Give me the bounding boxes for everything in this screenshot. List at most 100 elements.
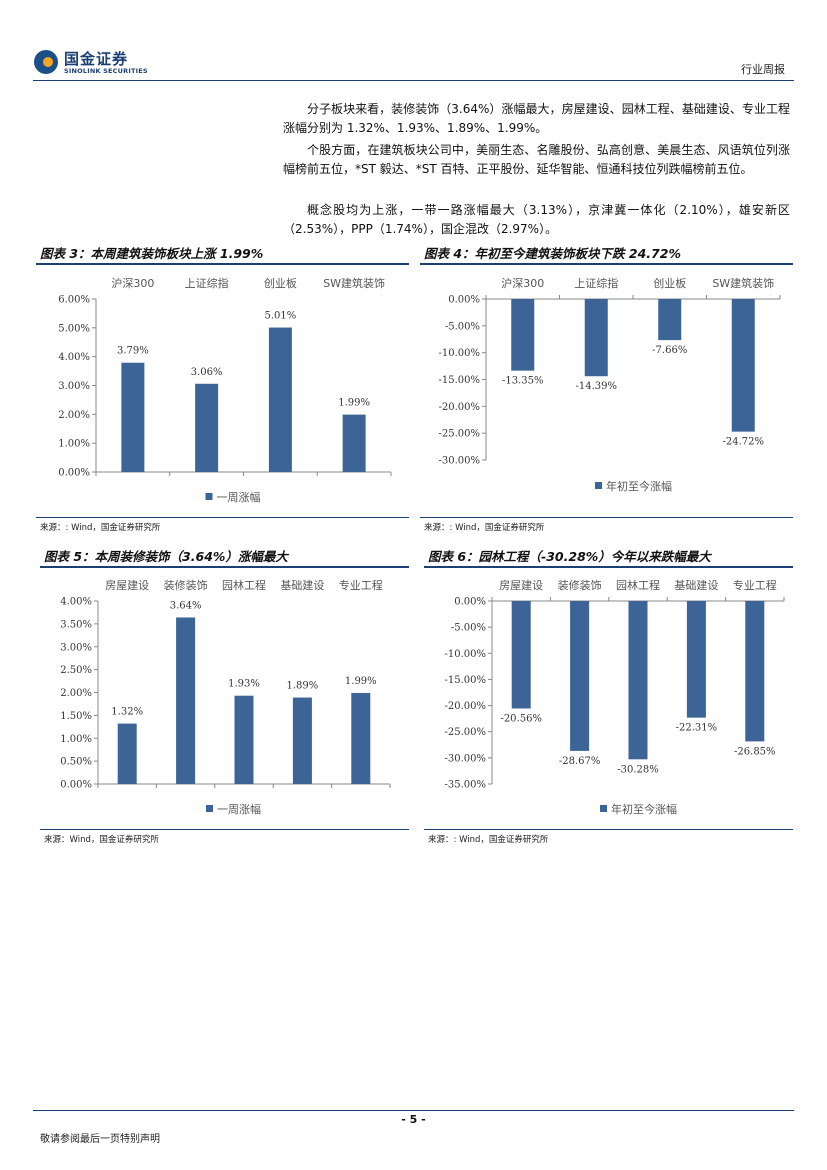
bar [628,601,648,760]
data-label: -14.39% [575,381,617,392]
data-label: -24.72% [722,437,764,448]
bar [195,383,219,472]
legend-label: 年初至今涨幅 [611,802,677,816]
category-label: 园林工程 [222,578,266,592]
category-label: 园林工程 [616,578,660,592]
legend-swatch [600,805,607,812]
legend-swatch [206,805,213,812]
legend-label: 年初至今涨幅 [606,479,672,493]
figure-4-top-rule [420,263,793,265]
category-label: 装修装饰 [164,578,208,592]
paragraph-concepts: 概念股均为上涨，一带一路涨幅最大（3.13%），京津冀一体化（2.10%），雄安… [283,203,790,236]
y-tick-label: -20.00% [438,402,480,413]
y-tick-label: -20.00% [444,701,486,712]
bar [292,697,312,784]
y-tick-label: -5.00% [451,623,486,634]
legend-label: 一周涨幅 [217,491,261,504]
figure-6-top-rule [424,566,793,568]
data-label: 1.93% [228,679,260,690]
category-label: 装修装饰 [558,578,602,592]
bar [268,327,292,472]
y-tick-label: -5.00% [445,321,480,332]
y-tick-label: 3.00% [58,381,90,392]
bar [176,617,196,784]
y-tick-label: -30.00% [444,753,486,764]
data-label: -22.31% [676,723,718,734]
y-tick-label: 4.00% [60,597,92,608]
category-label: 沪深300 [501,276,544,290]
y-tick-label: 0.00% [454,597,486,608]
bar [121,362,145,472]
figure-3-source: 来源：: Wind，国金证券研究所 [40,523,161,533]
figure-6-bottom-rule [424,829,793,830]
y-tick-label: 3.00% [60,642,92,653]
figure-4-source: 来源：: Wind，国金证券研究所 [424,523,545,533]
y-tick-label: 1.00% [60,734,92,745]
category-label: SW建筑装饰 [712,276,774,290]
y-tick-label: 0.50% [60,757,92,768]
bar [745,601,765,742]
category-label: 创业板 [264,276,297,290]
category-label: 房屋建设 [499,578,543,592]
data-label: 3.64% [170,600,202,611]
data-label: -30.28% [617,764,659,775]
y-tick-label: 2.50% [60,665,92,676]
bar [686,601,706,718]
data-label: -13.35% [502,376,544,387]
y-tick-label: 0.00% [60,780,92,791]
data-label: -26.85% [734,746,776,757]
y-tick-label: 3.50% [60,619,92,630]
category-label: 沪深300 [111,276,154,290]
figure-5-bottom-rule [40,829,409,830]
logo-icon [34,50,58,74]
chart-3: 0.00% 0.50% 1.00% 1.50% 2.00% 2.50% 3.00% 3.50%… [60,578,391,816]
bar [658,299,682,341]
bar [731,299,755,432]
chart-4: 0.00% -5.00% -10.00% -15.00% -20.00% -25.00% -… [444,578,785,816]
figure-5-title: 图表 5：本周装修装饰（3.64%）涨幅最大 [44,549,288,564]
y-tick-label: -15.00% [438,375,480,386]
legend-label: 一周涨幅 [217,803,261,816]
y-tick-label: -15.00% [444,675,486,686]
y-tick-label: -35.00% [444,780,486,791]
y-tick-label: 0.00% [448,295,480,306]
data-label: -20.56% [500,713,542,724]
chart-2: 0.00% -5.00% -10.00% -15.00% -20.00% -25.00% -… [438,276,781,493]
category-label: 专业工程 [733,578,777,592]
figure-4-title: 图表 4：年初至今建筑装饰板块下跌 24.72% [424,246,681,261]
category-label: SW建筑装饰 [323,276,385,290]
y-tick-label: 5.00% [58,323,90,334]
logo-chinese: 国金证券 [64,50,129,68]
data-label: 3.06% [191,367,223,378]
bar [351,692,371,784]
bar [511,299,535,371]
y-tick-label: 1.50% [60,711,92,722]
data-label: -28.67% [559,756,601,767]
y-tick-label: -25.00% [438,429,480,440]
y-tick-label: 4.00% [58,352,90,363]
figure-5-source: 来源：Wind，国金证券研究所 [44,835,159,845]
logo-english: SINOLINK SECURITIES [64,67,148,75]
category-label: 创业板 [653,276,686,290]
category-label: 上证综指 [185,276,229,290]
data-label: 5.01% [264,311,296,322]
y-tick-label: -25.00% [444,727,486,738]
data-label: 1.99% [338,398,370,409]
legend-swatch [205,493,213,500]
y-tick-label: 2.00% [58,410,90,421]
y-tick-label: -10.00% [438,348,480,359]
y-tick-label: 6.00% [58,295,90,306]
figure-4-bottom-rule [420,517,793,518]
page-number: - 5 - [401,1113,426,1126]
data-label: 3.79% [117,346,149,357]
y-tick-label: 1.00% [58,439,90,450]
category-label: 上证综指 [574,276,618,290]
y-tick-label: 2.00% [60,688,92,699]
figure-3-bottom-rule [36,517,409,518]
figure-3-title: 图表 3：本周建筑装饰板块上涨 1.99% [40,246,264,261]
bar [570,601,590,751]
y-tick-label: 0.00% [58,468,90,479]
y-tick-label: -30.00% [438,456,480,467]
bar [117,723,137,784]
data-label: 1.32% [111,707,143,718]
